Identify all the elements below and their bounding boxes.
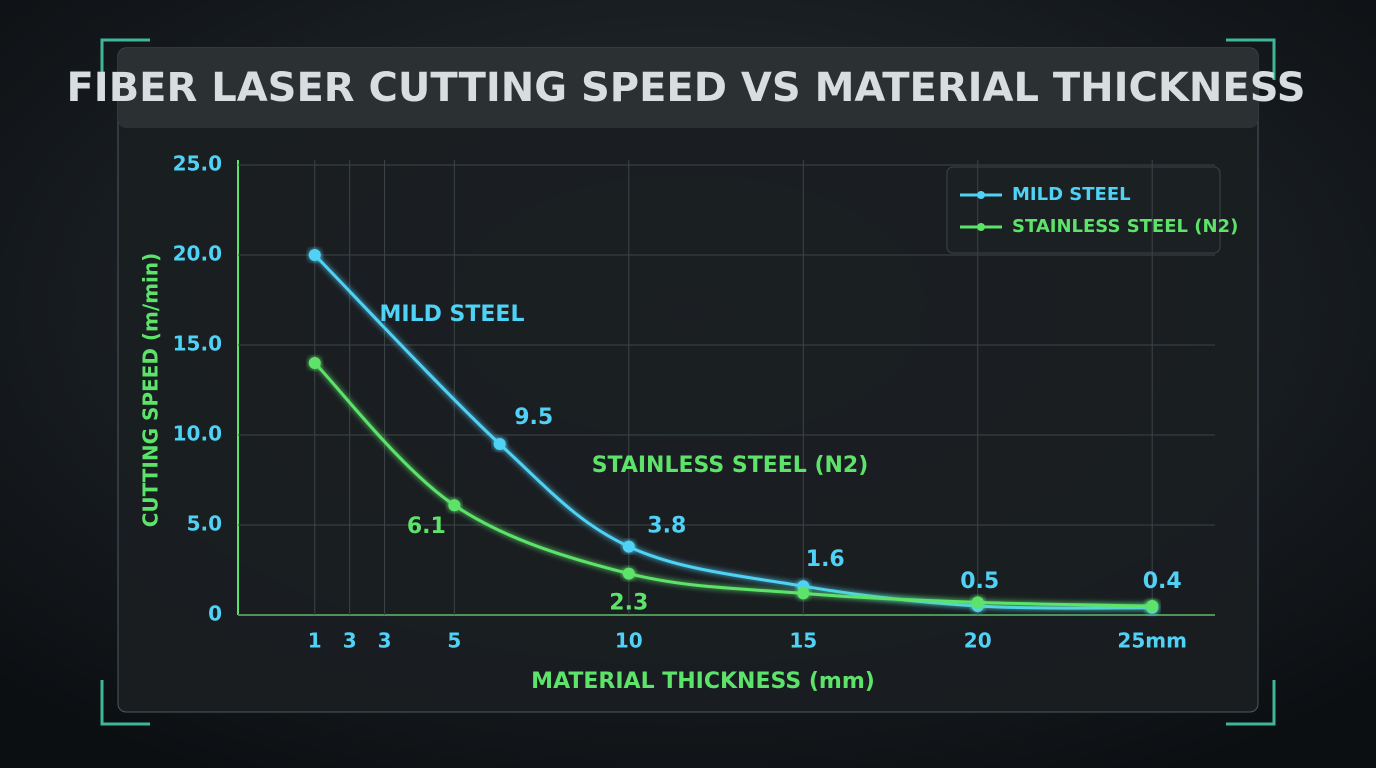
x-tick-label: 15	[789, 629, 817, 653]
y-tick-label: 25.0	[173, 152, 222, 176]
point	[308, 249, 321, 261]
x-tick-label: 3	[378, 629, 392, 653]
y-tick-label: 5.0	[187, 512, 222, 536]
y-tick-label: 20.0	[173, 242, 222, 266]
line	[313, 253, 1153, 610]
point	[308, 357, 321, 369]
data-label: 9.5	[514, 405, 553, 430]
legend-label: MILD STEEL	[1012, 184, 1131, 205]
line	[313, 361, 1153, 608]
point	[971, 596, 984, 609]
data-label: 6.1	[407, 514, 446, 539]
annotation: STAINLESS STEEL (N2)	[592, 453, 869, 478]
legend	[946, 166, 1221, 254]
data-label: 2.3	[609, 591, 648, 616]
point	[622, 540, 635, 553]
point	[493, 438, 506, 450]
data-label: 3.8	[647, 514, 686, 539]
x-tick-label: 20	[964, 629, 992, 653]
point	[448, 499, 461, 512]
legend-label: STAINLESS STEEL (N2)	[1012, 216, 1238, 237]
x-tick-label: 10	[615, 629, 643, 653]
frame-corners	[100, 38, 1276, 726]
chart-title: FIBER LASER CUTTING SPEED VS MATERIAL TH…	[66, 65, 1305, 111]
data-label: 0.4	[1143, 569, 1182, 594]
point	[797, 587, 810, 600]
x-tick-label: 25mm	[1117, 629, 1187, 653]
y-tick-label: 10.0	[173, 422, 222, 446]
legend-marker	[977, 223, 985, 231]
x-axis-label: MATERIAL THICKNESS (mm)	[531, 669, 875, 694]
point	[622, 567, 635, 580]
y-tick-label: 0	[208, 602, 222, 626]
annotation: MILD STEEL	[380, 302, 525, 327]
legend-marker	[977, 191, 985, 199]
y-axis-label: CUTTING SPEED (m/min)	[139, 253, 163, 528]
point	[1146, 600, 1159, 612]
panel	[117, 47, 1259, 713]
data-label: 1.6	[806, 547, 845, 572]
data-label: 0.5	[960, 569, 999, 594]
x-tick-label: 5	[447, 629, 461, 653]
x-tick-label: 1	[308, 629, 322, 653]
title-bar	[118, 48, 1258, 128]
y-tick-label: 15.0	[173, 332, 222, 356]
x-tick-label: 3	[343, 629, 357, 653]
